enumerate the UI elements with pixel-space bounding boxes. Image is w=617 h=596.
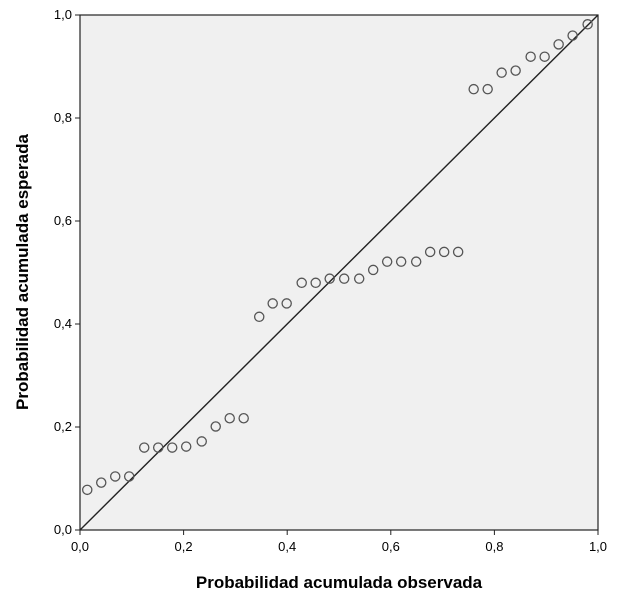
x-tick-label: 0,2 [175, 539, 193, 554]
y-axis-ticks: 0,0 0,2 0,4 0,6 0,8 1,0 [54, 7, 80, 537]
data-point [338, 273, 350, 284]
data-point [525, 51, 536, 62]
x-tick-label: 1,0 [589, 539, 607, 554]
y-tick-label: 0,2 [54, 419, 72, 434]
y-axis-title: Probabilidad acumulada esperada [13, 134, 32, 410]
data-point [424, 246, 436, 258]
data-point [238, 412, 249, 424]
data-point [95, 477, 107, 488]
data-point [381, 256, 393, 267]
data-point [82, 484, 93, 496]
y-tick-label: 1,0 [54, 7, 72, 22]
data-point [510, 65, 521, 76]
data-point [482, 83, 493, 95]
x-tick-label: 0,0 [71, 539, 89, 554]
data-point [281, 298, 292, 309]
data-point [468, 83, 479, 95]
data-points [82, 19, 593, 496]
data-point [267, 298, 278, 309]
x-tick-label: 0,4 [278, 539, 296, 554]
y-tick-label: 0,0 [54, 522, 72, 537]
data-point [410, 256, 422, 267]
data-point [539, 51, 550, 62]
data-point [210, 421, 221, 432]
reference-line [79, 14, 599, 531]
data-point [152, 442, 164, 453]
data-point [353, 273, 365, 284]
x-tick-label: 0,6 [382, 539, 400, 554]
data-point [166, 442, 178, 453]
data-point [567, 30, 578, 41]
data-point [438, 246, 450, 258]
data-point [324, 273, 335, 284]
y-tick-label: 0,6 [54, 213, 72, 228]
x-axis-ticks: 0,0 0,2 0,4 0,6 0,8 1,0 [71, 530, 607, 554]
y-tick-label: 0,8 [54, 110, 72, 125]
data-point [253, 311, 265, 323]
data-point [310, 277, 321, 289]
data-point [296, 277, 307, 289]
data-point [452, 246, 464, 258]
data-point [553, 39, 564, 50]
data-point [367, 264, 379, 276]
data-point [496, 67, 507, 78]
data-point [582, 19, 593, 30]
plot-frame [79, 14, 599, 531]
y-tick-label: 0,4 [54, 316, 72, 331]
x-tick-label: 0,8 [485, 539, 503, 554]
data-point [180, 441, 192, 452]
data-point [123, 471, 135, 482]
data-point [224, 412, 235, 424]
data-point [395, 256, 407, 267]
data-point [138, 442, 150, 453]
x-axis-title: Probabilidad acumulada observada [196, 573, 483, 592]
data-point [196, 436, 207, 447]
data-point [109, 471, 121, 482]
